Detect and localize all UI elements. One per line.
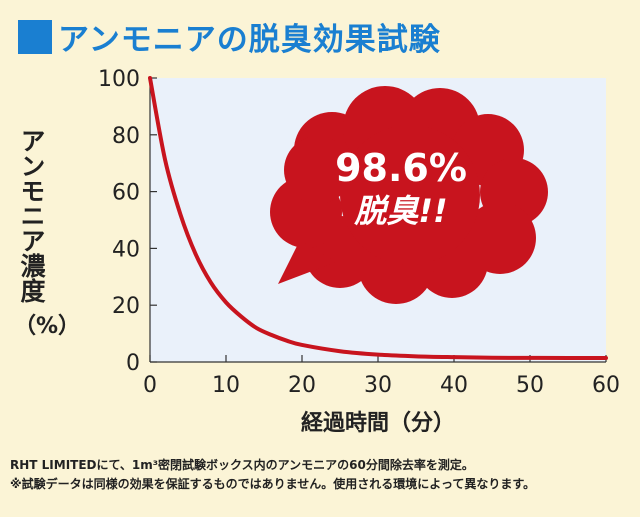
x-tick-label: 0 bbox=[143, 373, 157, 398]
y-axis-title: アンモニア濃度 bbox=[17, 128, 46, 303]
y-axis-label: アンモニア濃度 （%） bbox=[14, 128, 81, 342]
title-block: アンモニアの脱臭効果試験 bbox=[18, 14, 441, 59]
series-line bbox=[148, 76, 608, 361]
y-tick-label: 0 bbox=[126, 351, 140, 376]
ticks: 0 20 40 60 80 100 0 10 20 30 40 50 60 bbox=[98, 67, 620, 398]
title-square-icon bbox=[18, 19, 52, 54]
x-tick-label: 40 bbox=[440, 373, 468, 398]
callout-value: 98.6% bbox=[335, 146, 467, 190]
cloud-puff bbox=[340, 125, 480, 265]
x-tick-label: 60 bbox=[592, 373, 620, 398]
x-tick-label: 50 bbox=[516, 373, 544, 398]
y-tick-label: 20 bbox=[112, 294, 140, 319]
y-tick-label: 40 bbox=[112, 237, 140, 262]
y-axis-unit: （%） bbox=[14, 314, 81, 339]
notes: RHT LIMITEDにて、1m³密閉試験ボックス内のアンモニアの60分間除去率… bbox=[10, 456, 630, 494]
x-axis-label: 経過時間（分） bbox=[300, 411, 455, 436]
y-tick-label: 100 bbox=[98, 67, 140, 92]
x-tick-label: 20 bbox=[288, 373, 316, 398]
cloud-tail bbox=[278, 240, 336, 284]
callout-cloud bbox=[270, 86, 548, 304]
callout-text: 98.6% 脱臭!! bbox=[296, 146, 506, 232]
x-tick-label: 10 bbox=[212, 373, 240, 398]
x-tick-label: 30 bbox=[364, 373, 392, 398]
chart-title: アンモニアの脱臭効果試験 bbox=[58, 22, 441, 58]
y-tick-label: 60 bbox=[112, 181, 140, 206]
note-line: ※試験データは同様の効果を保証するものではありません。使用される環境によって異な… bbox=[10, 477, 536, 491]
callout-label: 脱臭!! bbox=[354, 192, 448, 230]
note-line: RHT LIMITEDにて、1m³密閉試験ボックス内のアンモニアの60分間除去率… bbox=[10, 458, 474, 472]
y-tick-label: 80 bbox=[112, 124, 140, 149]
cloud-puff bbox=[284, 136, 352, 204]
